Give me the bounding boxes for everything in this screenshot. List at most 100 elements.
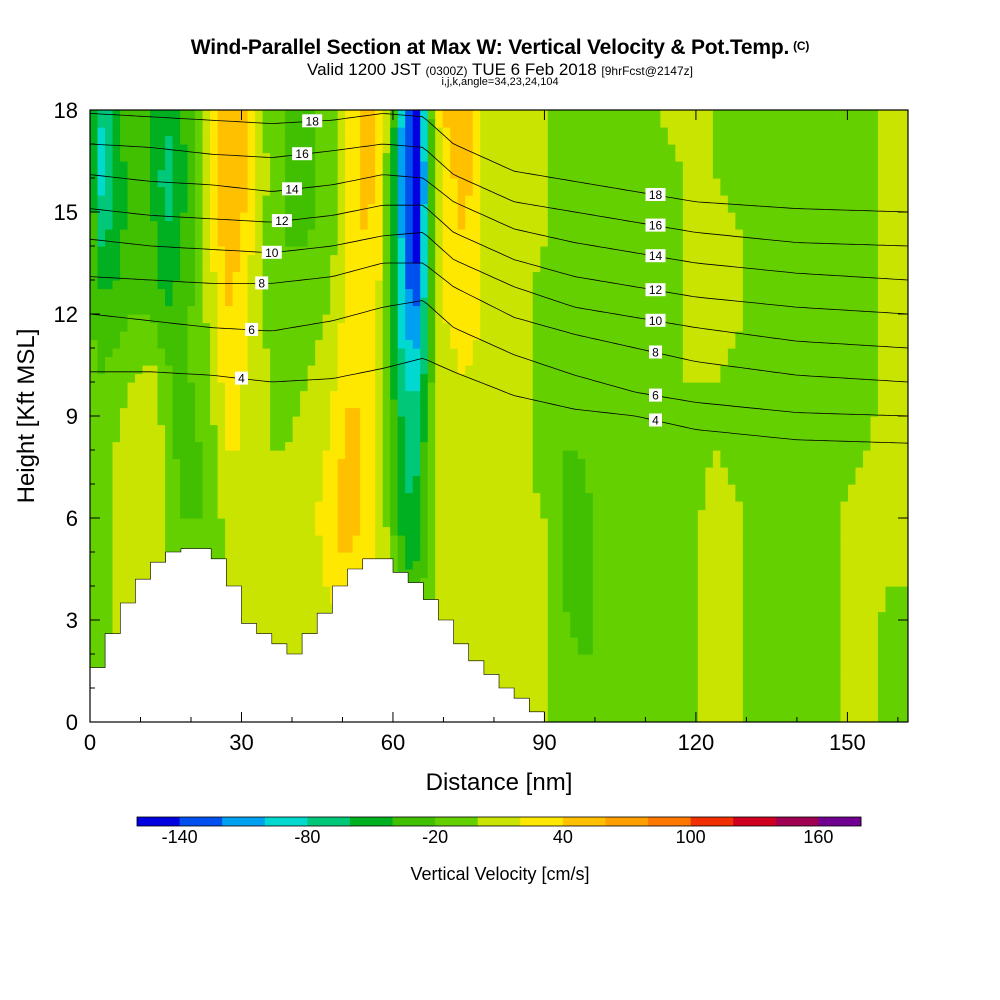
velocity-cell — [382, 509, 391, 519]
velocity-cell — [210, 552, 219, 562]
velocity-cell — [510, 450, 519, 460]
velocity-cell — [142, 365, 151, 375]
velocity-cell — [645, 509, 654, 519]
velocity-cell — [487, 501, 496, 511]
velocity-cell — [735, 679, 744, 689]
velocity-cell — [742, 467, 751, 477]
velocity-cell — [562, 543, 571, 553]
velocity-cell — [757, 654, 767, 664]
velocity-cell — [450, 492, 459, 502]
velocity-cell — [165, 390, 174, 400]
velocity-cell — [90, 594, 99, 604]
velocity-cell — [712, 552, 721, 562]
velocity-cell — [112, 416, 121, 426]
velocity-cell — [727, 577, 736, 587]
velocity-cell — [307, 339, 316, 349]
velocity-cell — [862, 637, 872, 647]
velocity-cell — [727, 696, 736, 706]
velocity-cell — [697, 458, 706, 468]
velocity-cell — [892, 569, 902, 579]
velocity-cell — [277, 526, 286, 536]
velocity-cell — [900, 637, 908, 647]
velocity-cell — [150, 390, 159, 400]
velocity-cell — [885, 518, 894, 528]
velocity-cell — [615, 688, 624, 698]
velocity-cell — [802, 688, 812, 698]
velocity-cell — [322, 577, 331, 587]
velocity-cell — [577, 637, 586, 647]
velocity-cell — [855, 407, 864, 417]
velocity-cell — [667, 365, 676, 375]
velocity-cell — [457, 433, 466, 443]
velocity-cell — [420, 518, 429, 528]
velocity-cell — [502, 671, 511, 681]
velocity-cell — [255, 450, 264, 460]
velocity-cell — [397, 526, 406, 536]
velocity-cell — [795, 688, 804, 698]
velocity-cell — [652, 705, 661, 715]
velocity-cell — [562, 705, 571, 715]
velocity-cell — [337, 577, 346, 587]
velocity-cell — [502, 390, 511, 400]
velocity-cell — [780, 373, 789, 383]
velocity-cell — [855, 569, 864, 579]
velocity-cell — [735, 552, 744, 562]
velocity-cell — [217, 501, 226, 511]
velocity-cell — [345, 535, 354, 545]
velocity-cell — [262, 552, 271, 562]
velocity-cell — [705, 535, 714, 545]
velocity-cell — [292, 526, 301, 536]
velocity-cell — [562, 620, 571, 630]
velocity-cell — [427, 501, 436, 511]
velocity-cell — [825, 713, 834, 722]
velocity-cell — [847, 671, 857, 681]
velocity-cell — [210, 441, 219, 451]
velocity-cell — [795, 586, 804, 596]
velocity-cell — [345, 382, 354, 392]
velocity-cell — [517, 501, 526, 511]
velocity-cell — [225, 399, 234, 409]
velocity-cell — [495, 560, 504, 570]
velocity-cell — [810, 501, 819, 511]
velocity-cell — [787, 356, 797, 366]
velocity-cell — [690, 577, 699, 587]
velocity-cell — [277, 628, 286, 638]
velocity-cell — [817, 603, 827, 613]
velocity-cell — [240, 543, 249, 553]
velocity-cell — [832, 382, 842, 392]
velocity-cell — [577, 594, 586, 604]
velocity-cell — [195, 373, 204, 383]
velocity-cell — [292, 552, 301, 562]
velocity-cell — [547, 509, 556, 519]
velocity-cell — [502, 356, 511, 366]
velocity-cell — [127, 348, 136, 358]
velocity-cell — [382, 552, 391, 562]
velocity-cell — [352, 501, 361, 511]
velocity-cell — [832, 492, 842, 502]
velocity-cell — [135, 543, 144, 553]
velocity-cell — [690, 509, 699, 519]
velocity-cell — [802, 594, 812, 604]
velocity-cell — [172, 543, 181, 553]
velocity-cell — [195, 348, 204, 358]
velocity-cell — [802, 433, 812, 443]
velocity-cell — [765, 535, 774, 545]
velocity-cell — [607, 475, 616, 485]
velocity-cell — [180, 458, 189, 468]
velocity-cell — [517, 348, 526, 358]
velocity-cell — [382, 450, 391, 460]
velocity-cell — [787, 594, 797, 604]
velocity-cell — [757, 450, 767, 460]
velocity-cell — [420, 475, 429, 485]
velocity-cell — [330, 577, 339, 587]
velocity-cell — [217, 484, 226, 494]
velocity-cell — [630, 424, 639, 434]
velocity-cell — [585, 373, 594, 383]
velocity-cell — [840, 679, 849, 689]
velocity-cell — [142, 382, 151, 392]
velocity-cell — [817, 671, 827, 681]
velocity-cell — [862, 543, 872, 553]
velocity-cell — [240, 560, 249, 570]
velocity-cell — [810, 637, 819, 647]
velocity-cell — [172, 416, 181, 426]
